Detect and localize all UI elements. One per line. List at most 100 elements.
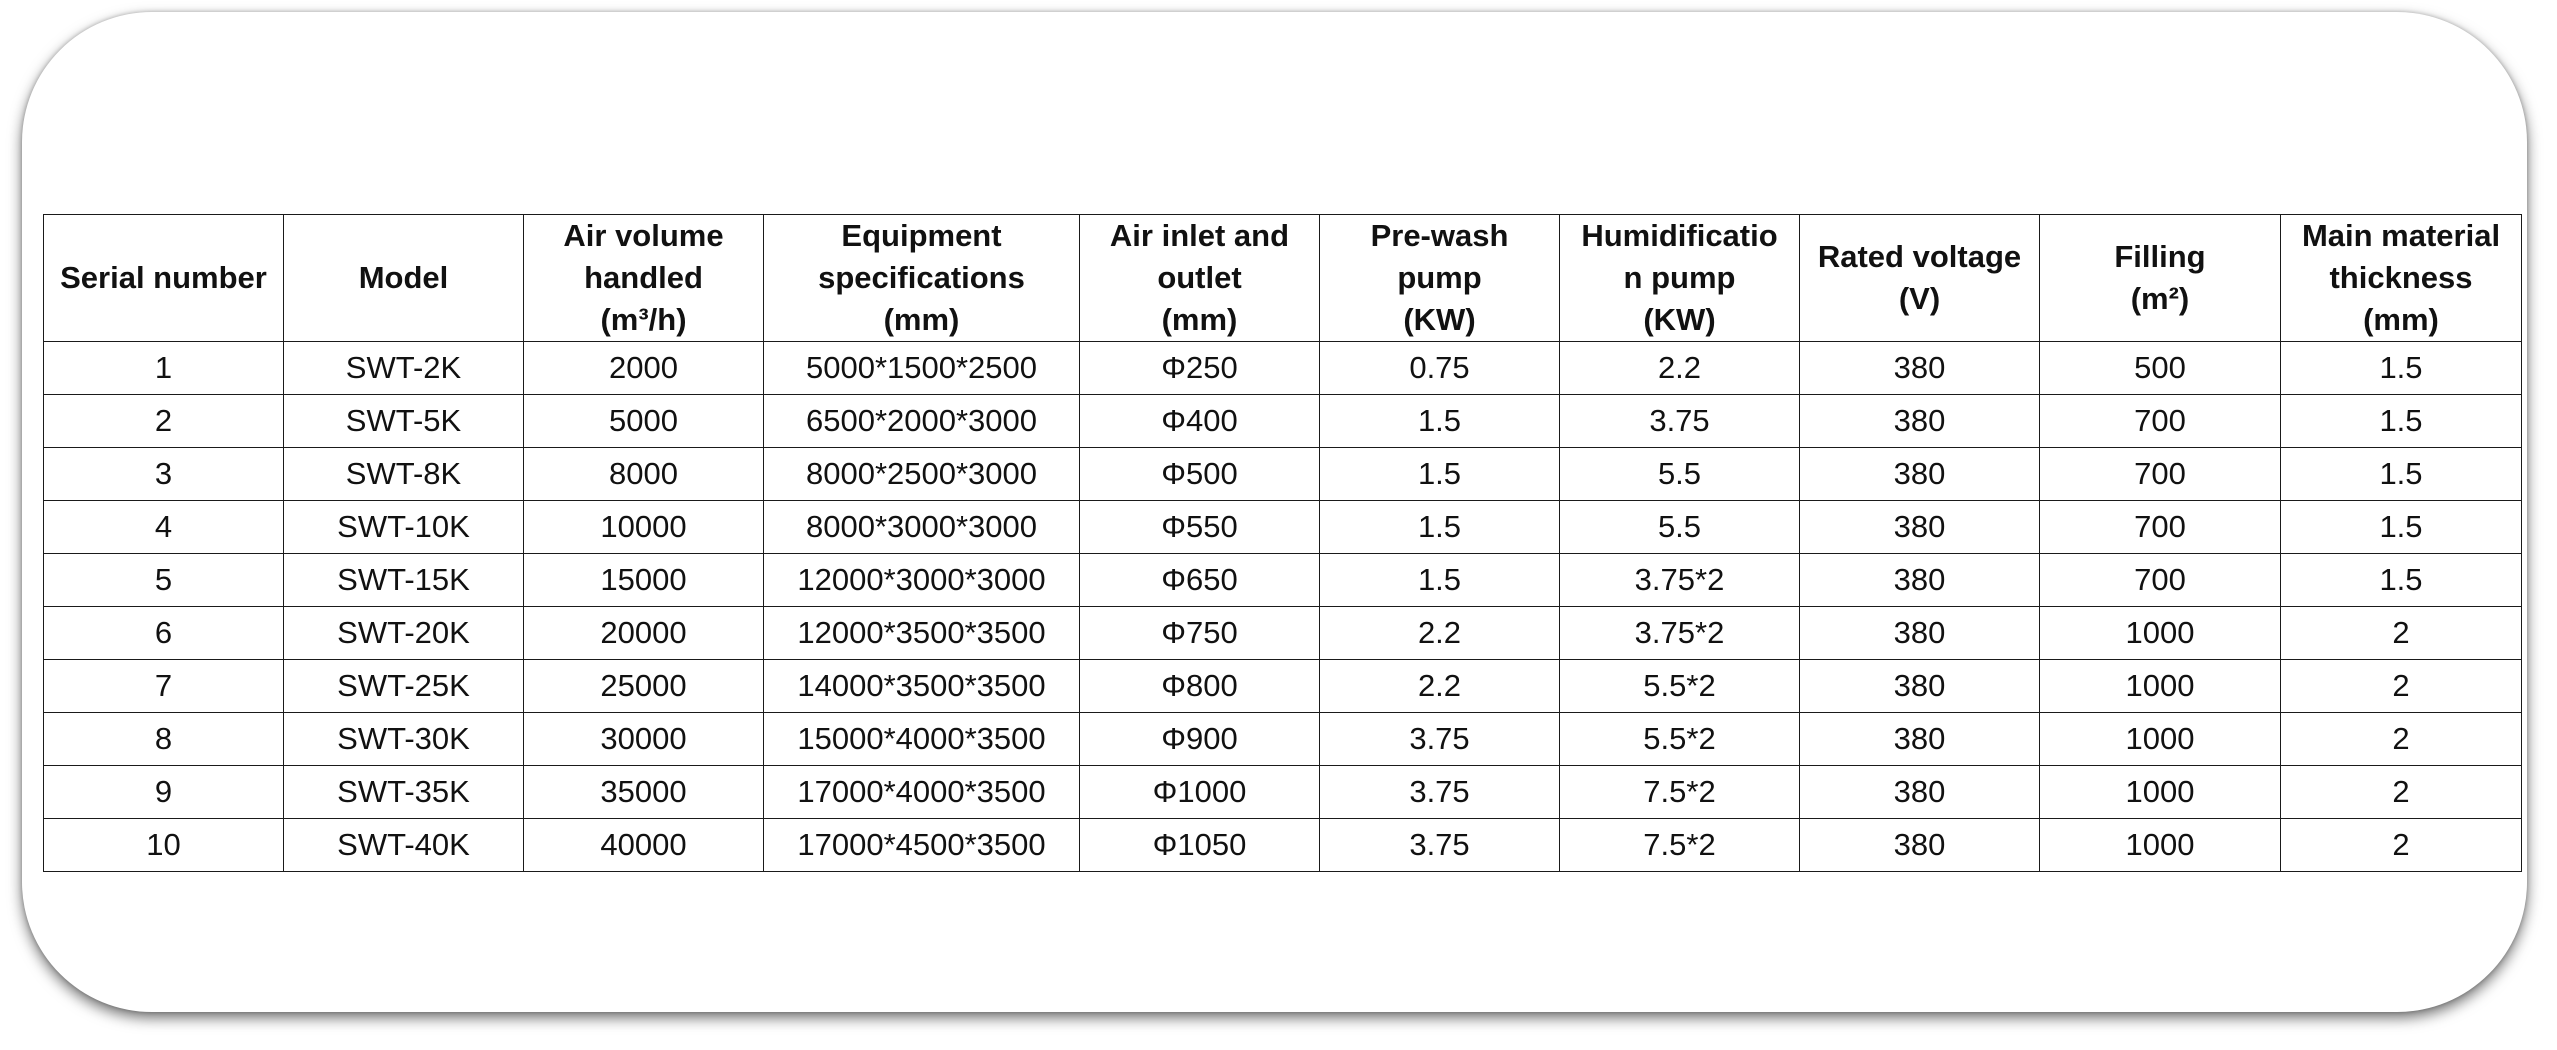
table-row: 1 SWT-2K 2000 5000*1500*2500 Φ250 0.75 2.2 380 5… (43, 341, 2522, 395)
header-line: Model (358, 260, 449, 295)
cell-rated-voltage: 380 (1799, 712, 2040, 766)
cell-prewash-pump: 2.2 (1319, 606, 1560, 660)
cell-rated-voltage: 380 (1799, 553, 2040, 607)
cell-equipment-specs: 12000*3000*3000 (763, 553, 1080, 607)
cell-material-thickness: 1.5 (2280, 500, 2522, 554)
cell-rated-voltage: 380 (1799, 659, 2040, 713)
cell-equipment-specs: 5000*1500*2500 (763, 341, 1080, 395)
cell-serial-number: 5 (43, 553, 284, 607)
cell-air-volume: 40000 (523, 818, 764, 872)
cell-humidification-pump: 3.75*2 (1559, 606, 1800, 660)
cell-material-thickness: 2 (2280, 659, 2522, 713)
cell-air-inlet-outlet: Φ900 (1079, 712, 1320, 766)
header-line: Equipment (841, 218, 1002, 253)
header-line: (V) (1898, 281, 1941, 316)
cell-material-thickness: 1.5 (2280, 394, 2522, 448)
cell-air-inlet-outlet: Φ500 (1079, 447, 1320, 501)
cell-filling: 700 (2039, 553, 2281, 607)
cell-rated-voltage: 380 (1799, 818, 2040, 872)
cell-prewash-pump: 2.2 (1319, 659, 1560, 713)
cell-serial-number: 9 (43, 765, 284, 819)
cell-filling: 1000 (2039, 818, 2281, 872)
header-line: Humidificatio (1581, 218, 1778, 253)
cell-rated-voltage: 380 (1799, 447, 2040, 501)
equipment-spec-table: Serial number Model Air volume handled (m³/h… (43, 214, 2522, 872)
cell-prewash-pump: 1.5 (1319, 553, 1560, 607)
cell-air-volume: 15000 (523, 553, 764, 607)
cell-material-thickness: 2 (2280, 818, 2522, 872)
cell-air-volume: 8000 (523, 447, 764, 501)
cell-rated-voltage: 380 (1799, 341, 2040, 395)
cell-model: SWT-15K (283, 553, 524, 607)
cell-filling: 500 (2039, 341, 2281, 395)
cell-filling: 1000 (2039, 765, 2281, 819)
header-filling: Filling (m²) (2039, 214, 2281, 342)
cell-equipment-specs: 6500*2000*3000 (763, 394, 1080, 448)
cell-equipment-specs: 17000*4000*3500 (763, 765, 1080, 819)
header-line: Serial number (60, 260, 267, 295)
table-body: 1 SWT-2K 2000 5000*1500*2500 Φ250 0.75 2.2 380 5… (43, 341, 2522, 872)
header-line: Rated voltage (1817, 239, 2022, 274)
cell-humidification-pump: 2.2 (1559, 341, 1800, 395)
cell-equipment-specs: 15000*4000*3500 (763, 712, 1080, 766)
cell-air-inlet-outlet: Φ750 (1079, 606, 1320, 660)
header-line: Air inlet and (1109, 218, 1290, 253)
cell-material-thickness: 1.5 (2280, 341, 2522, 395)
table-row: 8 SWT-30K 30000 15000*4000*3500 Φ900 3.75 5.5*… (43, 712, 2522, 766)
cell-prewash-pump: 1.5 (1319, 500, 1560, 554)
cell-prewash-pump: 3.75 (1319, 765, 1560, 819)
cell-prewash-pump: 3.75 (1319, 818, 1560, 872)
cell-material-thickness: 2 (2280, 765, 2522, 819)
cell-prewash-pump: 0.75 (1319, 341, 1560, 395)
cell-air-inlet-outlet: Φ1050 (1079, 818, 1320, 872)
cell-humidification-pump: 5.5 (1559, 500, 1800, 554)
header-line: Air volume (563, 218, 724, 253)
cell-equipment-specs: 8000*3000*3000 (763, 500, 1080, 554)
table-row: 10 SWT-40K 40000 17000*4500*3500 Φ1050 3.75 7.… (43, 818, 2522, 872)
cell-model: SWT-25K (283, 659, 524, 713)
header-line: (mm) (2363, 302, 2439, 337)
cell-model: SWT-8K (283, 447, 524, 501)
header-rated-voltage: Rated voltage (V) (1799, 214, 2040, 342)
cell-air-inlet-outlet: Φ1000 (1079, 765, 1320, 819)
header-model: Model (283, 214, 524, 342)
header-line: outlet (1157, 260, 1242, 295)
cell-material-thickness: 2 (2280, 606, 2522, 660)
cell-filling: 1000 (2039, 606, 2281, 660)
cell-rated-voltage: 380 (1799, 500, 2040, 554)
table-row: 5 SWT-15K 15000 12000*3000*3000 Φ650 1.5 3.75*… (43, 553, 2522, 607)
header-line: Pre-wash (1370, 218, 1509, 253)
header-line: (m²) (2130, 281, 2190, 316)
cell-humidification-pump: 7.5*2 (1559, 765, 1800, 819)
header-serial-number: Serial number (43, 214, 284, 342)
cell-serial-number: 8 (43, 712, 284, 766)
header-line: specifications (818, 260, 1025, 295)
cell-filling: 700 (2039, 500, 2281, 554)
cell-model: SWT-30K (283, 712, 524, 766)
cell-filling: 1000 (2039, 659, 2281, 713)
cell-serial-number: 10 (43, 818, 284, 872)
header-line: (mm) (883, 302, 960, 337)
table-row: 3 SWT-8K 8000 8000*2500*3000 Φ500 1.5 5.5 380 70… (43, 447, 2522, 501)
cell-model: SWT-10K (283, 500, 524, 554)
header-line: n pump (1623, 260, 1736, 295)
cell-air-inlet-outlet: Φ800 (1079, 659, 1320, 713)
cell-air-inlet-outlet: Φ400 (1079, 394, 1320, 448)
header-line: thickness (2329, 260, 2473, 295)
cell-humidification-pump: 3.75*2 (1559, 553, 1800, 607)
cell-humidification-pump: 5.5*2 (1559, 712, 1800, 766)
cell-model: SWT-5K (283, 394, 524, 448)
cell-air-inlet-outlet: Φ550 (1079, 500, 1320, 554)
header-air-inlet-outlet: Air inlet and outlet (mm) (1079, 214, 1320, 342)
cell-air-inlet-outlet: Φ250 (1079, 341, 1320, 395)
cell-rated-voltage: 380 (1799, 394, 2040, 448)
table-row: 4 SWT-10K 10000 8000*3000*3000 Φ550 1.5 5.5 380… (43, 500, 2522, 554)
cell-serial-number: 3 (43, 447, 284, 501)
header-line: Main material (2301, 218, 2501, 253)
header-equipment-specs: Equipment specifications (mm) (763, 214, 1080, 342)
cell-serial-number: 7 (43, 659, 284, 713)
cell-equipment-specs: 8000*2500*3000 (763, 447, 1080, 501)
cell-material-thickness: 1.5 (2280, 553, 2522, 607)
header-air-volume: Air volume handled (m³/h) (523, 214, 764, 342)
cell-filling: 700 (2039, 447, 2281, 501)
